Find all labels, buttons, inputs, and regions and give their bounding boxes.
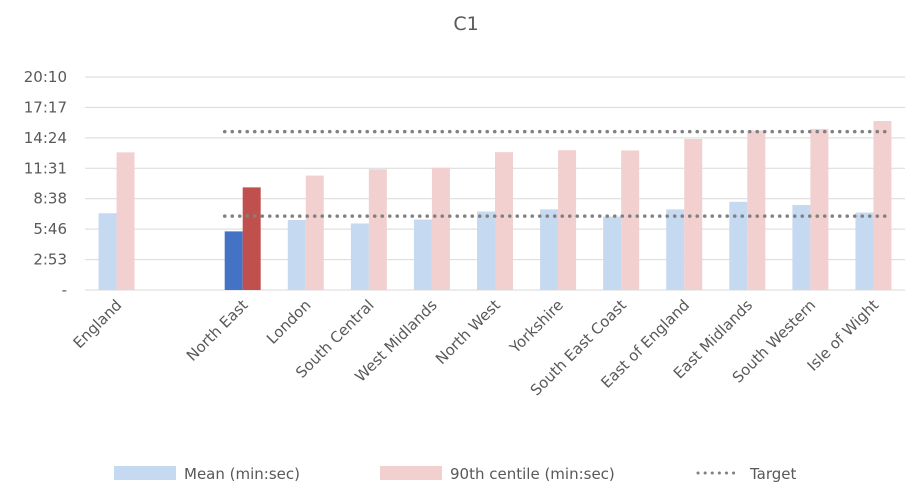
mean-bar: [413, 219, 432, 290]
centile-bar: [747, 130, 766, 290]
mean-bar: [666, 209, 685, 290]
centile-bar: [495, 152, 513, 290]
mean-bar: [540, 209, 559, 290]
centile-bar: [368, 169, 387, 290]
centile-bar: [684, 138, 703, 290]
centile-bar: [116, 152, 135, 290]
mean-bar: [350, 223, 369, 290]
y-tick-label: 8:38: [33, 190, 67, 208]
centile-bar: [431, 167, 450, 290]
mean-bar: [855, 212, 874, 290]
y-tick-label: -: [62, 281, 67, 299]
x-tick-label: London: [263, 296, 315, 348]
y-tick-label: 17:17: [24, 98, 67, 116]
mean-bar: [603, 216, 622, 290]
mean-bar: [729, 201, 748, 290]
x-tick-label: England: [70, 296, 126, 352]
centile-bar: [558, 150, 577, 290]
legend-swatch: [380, 466, 442, 480]
mean-bar: [792, 204, 811, 290]
legend-label: 90th centile (min:sec): [450, 465, 615, 483]
x-tick-label: Yorkshire: [506, 296, 567, 357]
centile-bar: [621, 150, 640, 290]
mean-bar: [98, 213, 117, 290]
y-tick-label: 14:24: [24, 129, 67, 147]
centile-bar: [810, 128, 829, 290]
centile-bar: [242, 187, 261, 290]
legend-swatch: [114, 466, 176, 480]
y-tick-label: 2:53: [33, 251, 67, 269]
target-lines-layer: [222, 129, 894, 218]
x-tick-label: North East: [183, 296, 252, 365]
legend: Mean (min:sec) 90th centile (min:sec) Targ…: [114, 465, 797, 483]
centile-bar: [305, 175, 324, 290]
y-tick-label: 11:31: [24, 159, 67, 177]
x-tick-label: North West: [432, 296, 504, 368]
centile-bar: [873, 121, 892, 290]
mean-bar: [287, 219, 306, 290]
y-tick-label: 20:10: [24, 68, 67, 86]
legend-label: Mean (min:sec): [184, 465, 300, 483]
legend-label: Target: [749, 465, 797, 483]
chart-title: C1: [453, 13, 478, 35]
y-tick-label: 5:46: [33, 220, 67, 238]
y-axis-ticks: - 2:53 5:46 8:38 11:31 14:24 17:17 20:10: [24, 68, 67, 299]
bars-layer: [98, 121, 892, 290]
mean-bar: [224, 231, 243, 290]
mean-bar: [477, 211, 495, 290]
